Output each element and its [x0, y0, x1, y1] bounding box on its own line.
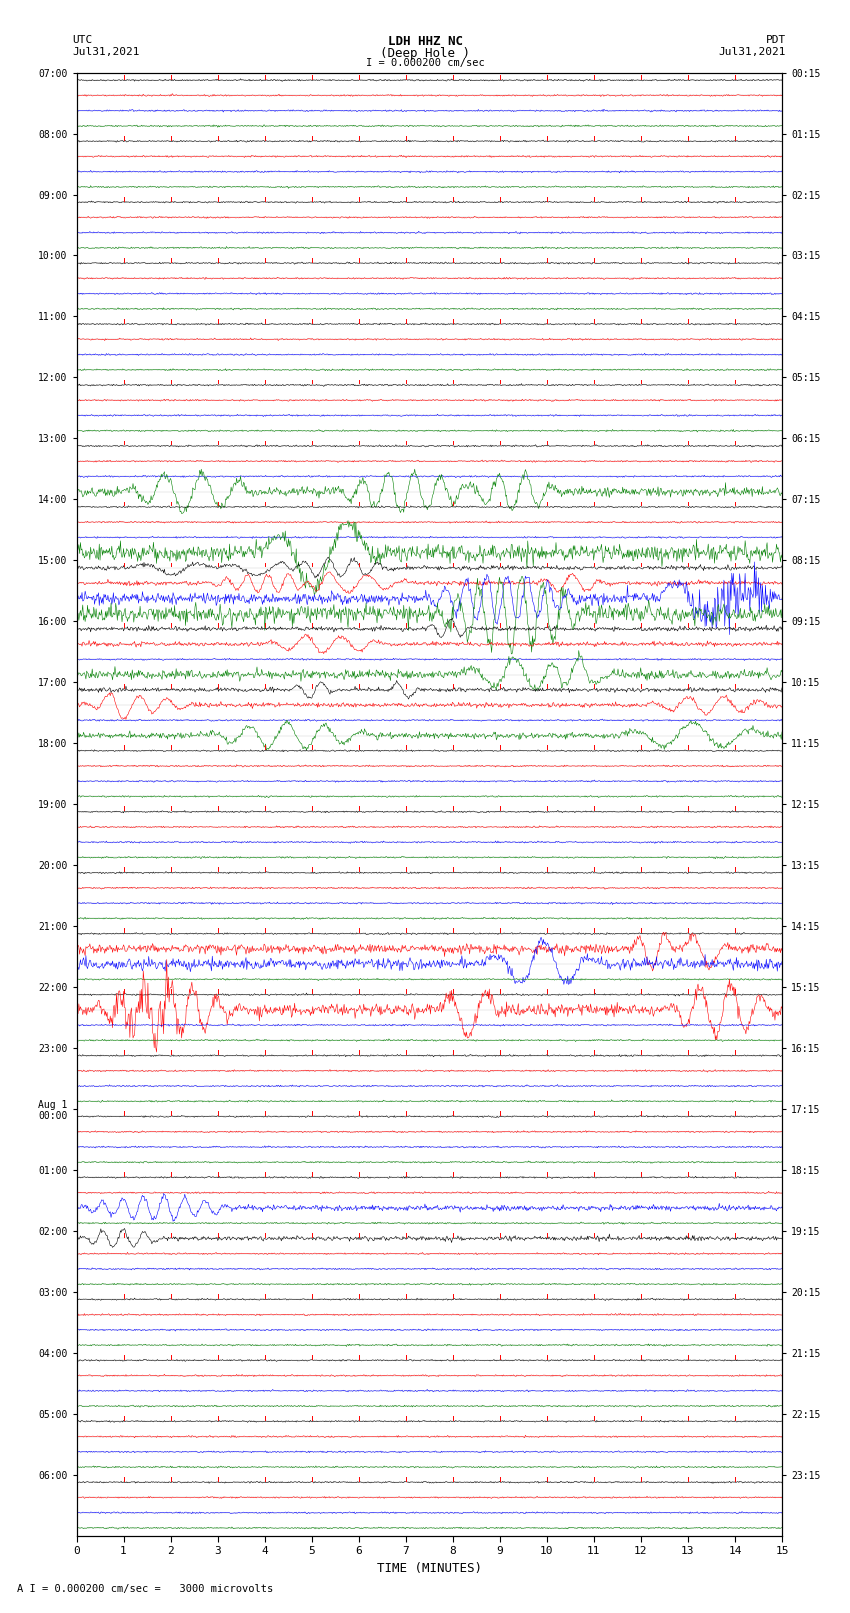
- Text: A I = 0.000200 cm/sec =   3000 microvolts: A I = 0.000200 cm/sec = 3000 microvolts: [17, 1584, 273, 1594]
- Text: UTC: UTC: [72, 35, 93, 45]
- Text: I = 0.000200 cm/sec: I = 0.000200 cm/sec: [366, 58, 484, 68]
- Text: Jul31,2021: Jul31,2021: [72, 47, 139, 56]
- Text: LDH HHZ NC: LDH HHZ NC: [388, 35, 462, 48]
- Text: (Deep Hole ): (Deep Hole ): [380, 47, 470, 60]
- Text: PDT: PDT: [766, 35, 786, 45]
- X-axis label: TIME (MINUTES): TIME (MINUTES): [377, 1561, 482, 1574]
- Text: Jul31,2021: Jul31,2021: [719, 47, 786, 56]
